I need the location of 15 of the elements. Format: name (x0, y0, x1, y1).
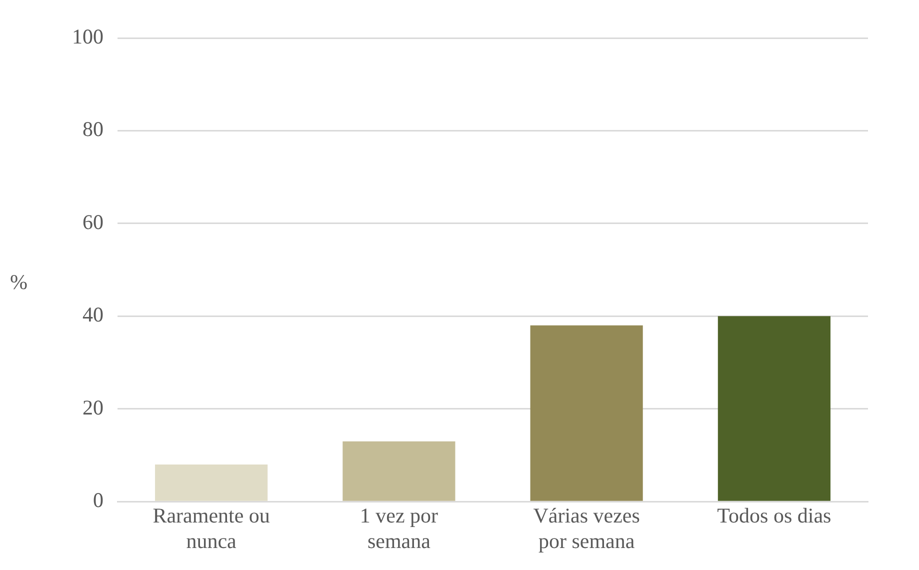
bar (342, 441, 456, 501)
y-tick-label: 60 (82, 210, 104, 234)
y-tick-label: 20 (82, 395, 104, 420)
x-tick-label: 1 vez por semana (360, 504, 438, 553)
y-tick-label: 0 (93, 488, 104, 512)
bar (718, 316, 830, 501)
y-tick-label: 100 (72, 24, 104, 49)
x-tick-label: Todos os dias (717, 504, 832, 528)
x-tick-label: Raramente ou nunca (152, 504, 270, 553)
x-tick-label: Várias vezes por semana (533, 504, 640, 553)
y-tick-label: 80 (82, 117, 104, 142)
bar (530, 325, 643, 501)
y-tick-label: 40 (82, 302, 104, 327)
y-axis-title: % (10, 270, 28, 295)
bar (155, 464, 268, 501)
